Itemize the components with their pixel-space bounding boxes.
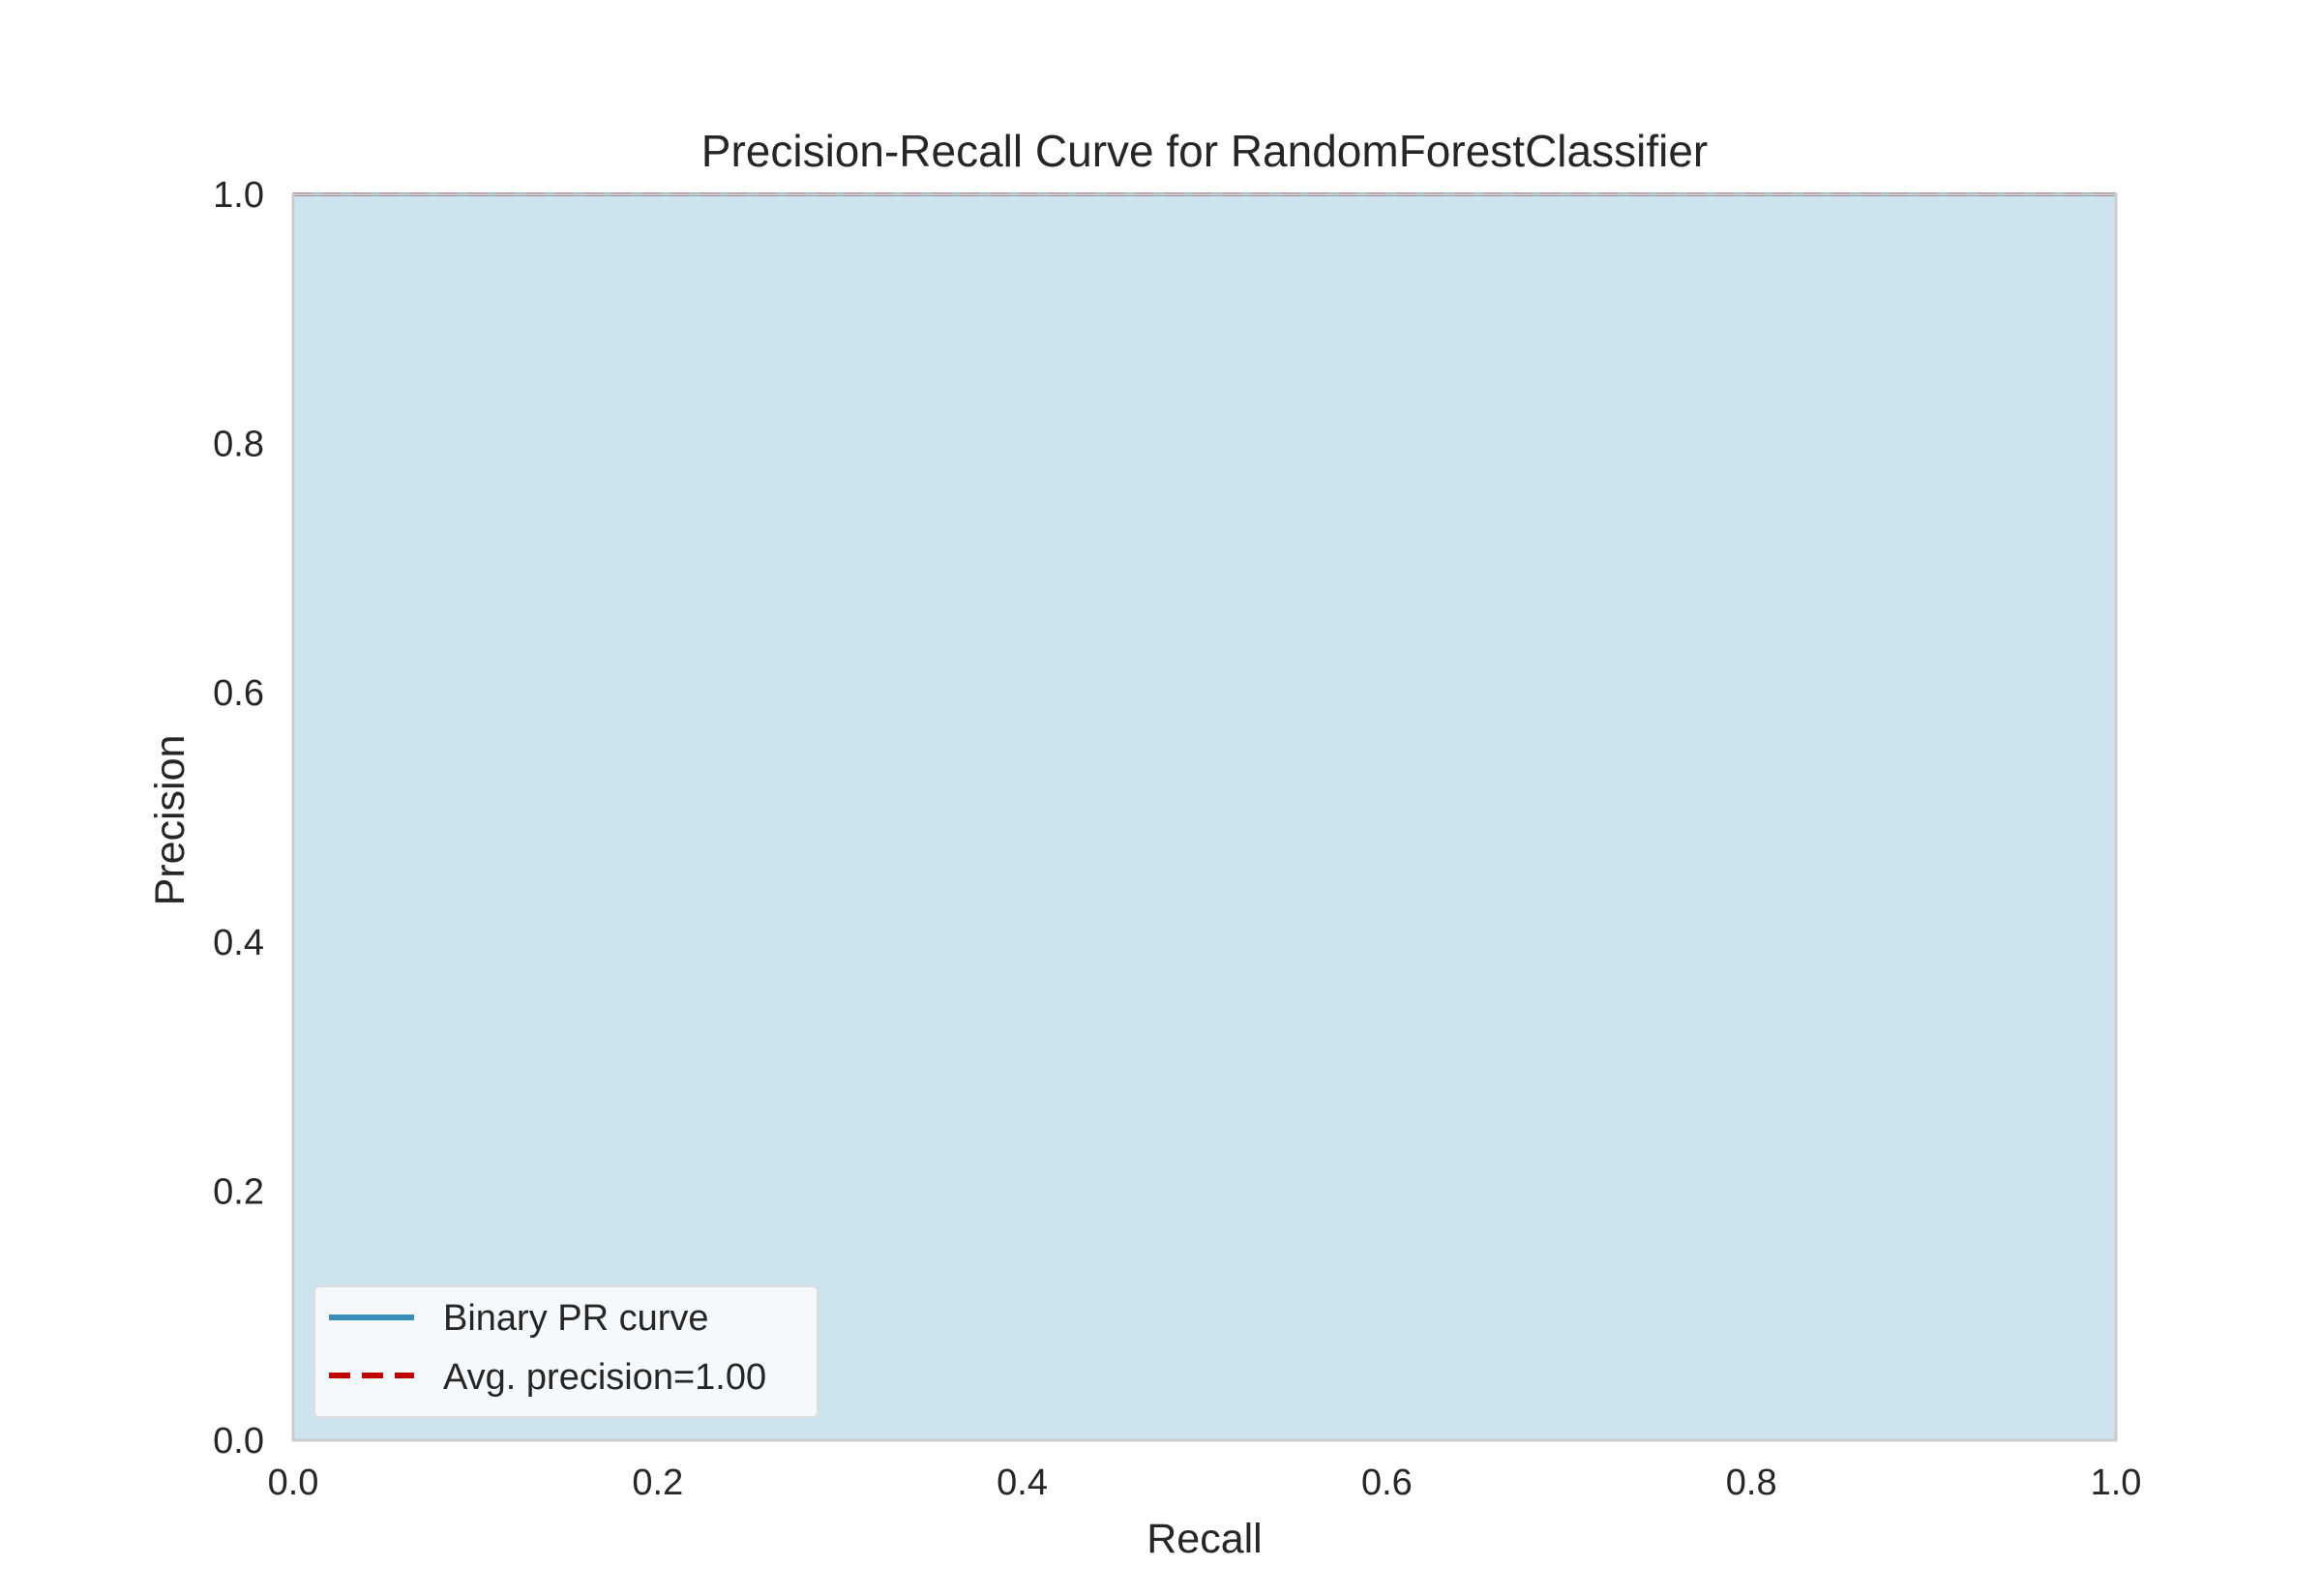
chart-title: Precision-Recall Curve for RandomForestC…	[701, 126, 1708, 176]
x-tick-label: 0.6	[1361, 1463, 1413, 1503]
y-axis-label: Precision	[147, 735, 194, 906]
y-axis-ticks: 0.0 0.2 0.4 0.6 0.8 1.0	[213, 175, 264, 1462]
x-tick-label: 1.0	[2091, 1463, 2142, 1503]
plot-frame	[291, 192, 2118, 1442]
plot-area	[291, 192, 2118, 1442]
legend: Binary PR curve Avg. precision=1.00	[313, 1286, 819, 1418]
x-tick-label: 0.4	[997, 1463, 1048, 1503]
pr-curve-fill	[293, 194, 2116, 1440]
y-tick-label: 0.6	[213, 673, 264, 714]
legend-label-avg-precision: Avg. precision=1.00	[443, 1357, 766, 1398]
y-tick-label: 0.8	[213, 425, 264, 465]
legend-box	[313, 1286, 819, 1418]
y-tick-label: 0.2	[213, 1171, 264, 1212]
y-tick-label: 1.0	[213, 175, 264, 216]
legend-label-pr-curve: Binary PR curve	[443, 1298, 709, 1339]
x-tick-label: 0.8	[1726, 1463, 1777, 1503]
y-tick-label: 0.0	[213, 1421, 264, 1462]
x-tick-label: 0.2	[632, 1463, 683, 1503]
x-axis-label: Recall	[1146, 1516, 1263, 1562]
x-axis-ticks: 0.0 0.2 0.4 0.6 0.8 1.0	[268, 1463, 2142, 1503]
y-tick-label: 0.4	[213, 923, 264, 963]
x-tick-label: 0.0	[268, 1463, 319, 1503]
